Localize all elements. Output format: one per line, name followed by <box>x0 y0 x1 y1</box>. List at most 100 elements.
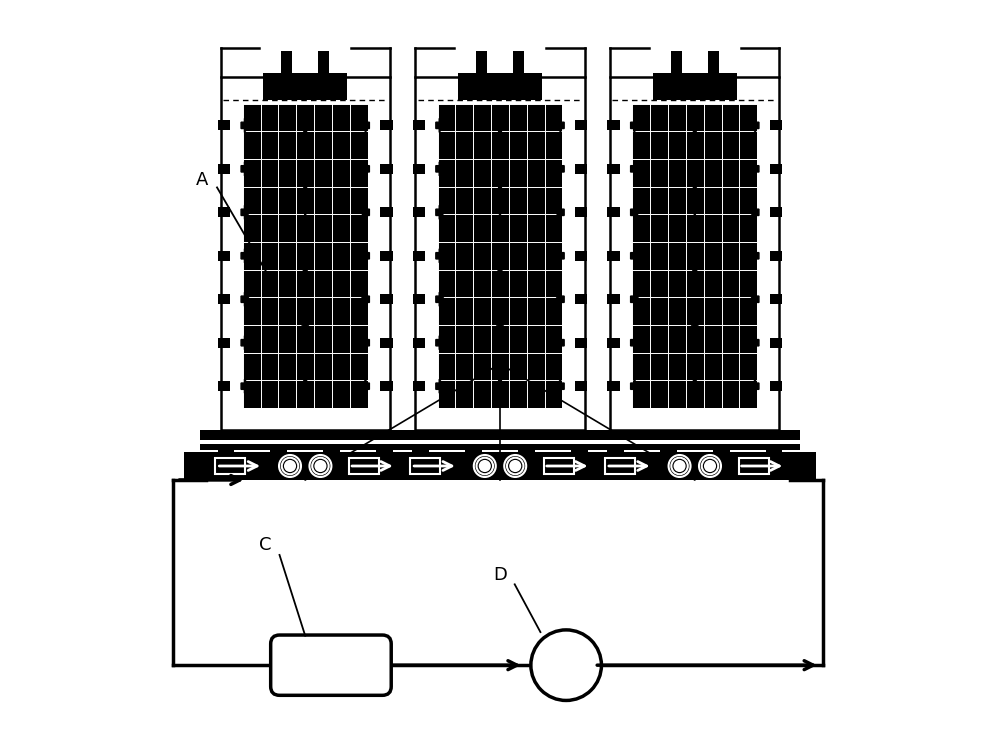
Bar <box>413 294 425 304</box>
Bar <box>410 459 440 473</box>
Circle shape <box>669 455 691 477</box>
FancyArrow shape <box>556 379 564 393</box>
Bar <box>770 381 782 391</box>
Bar <box>544 459 574 473</box>
Bar <box>571 451 588 458</box>
FancyArrow shape <box>631 248 639 263</box>
Bar <box>770 121 782 130</box>
Circle shape <box>531 630 601 700</box>
Circle shape <box>479 460 491 472</box>
FancyArrow shape <box>241 379 250 393</box>
Bar <box>607 451 624 458</box>
Text: A: A <box>196 171 209 189</box>
FancyArrow shape <box>631 293 639 306</box>
Bar <box>770 338 782 348</box>
Bar <box>394 430 606 440</box>
FancyArrow shape <box>241 205 250 219</box>
Bar <box>589 430 800 440</box>
Bar <box>380 381 393 391</box>
Bar <box>215 459 245 473</box>
Bar <box>200 430 411 440</box>
Bar <box>380 338 393 348</box>
FancyArrow shape <box>631 379 639 393</box>
FancyArrow shape <box>497 125 503 155</box>
Bar <box>218 294 230 304</box>
Bar <box>575 381 587 391</box>
Circle shape <box>477 458 493 474</box>
FancyArrow shape <box>241 248 250 263</box>
Circle shape <box>671 458 688 474</box>
Text: B: B <box>494 382 506 400</box>
Bar <box>413 381 425 391</box>
Circle shape <box>504 455 526 477</box>
FancyArrow shape <box>556 293 564 306</box>
Bar <box>218 251 230 261</box>
Bar <box>607 164 620 173</box>
Bar <box>412 451 429 458</box>
FancyArrow shape <box>556 162 564 176</box>
Bar <box>394 444 606 451</box>
Bar <box>607 338 620 348</box>
Bar <box>458 74 542 100</box>
Bar <box>380 251 393 261</box>
Bar <box>218 451 234 458</box>
FancyArrow shape <box>241 336 250 350</box>
FancyArrow shape <box>750 162 759 176</box>
FancyArrow shape <box>241 118 250 132</box>
FancyArrow shape <box>750 248 759 263</box>
Bar <box>221 77 390 430</box>
FancyArrow shape <box>436 205 444 219</box>
Circle shape <box>474 455 496 477</box>
Bar <box>575 294 587 304</box>
FancyArrow shape <box>631 118 639 132</box>
Bar <box>671 51 682 77</box>
Bar <box>770 207 782 218</box>
Circle shape <box>704 460 716 472</box>
FancyArrow shape <box>302 307 309 338</box>
Bar <box>575 338 587 348</box>
Bar <box>607 121 620 130</box>
FancyArrow shape <box>436 248 444 263</box>
Bar <box>575 121 587 130</box>
Circle shape <box>702 458 718 474</box>
Text: C: C <box>259 537 271 554</box>
Circle shape <box>699 455 721 477</box>
Bar <box>184 452 816 480</box>
Bar <box>607 381 620 391</box>
Bar <box>281 51 292 77</box>
Bar <box>323 451 340 458</box>
Circle shape <box>509 460 521 472</box>
FancyArrow shape <box>631 336 639 350</box>
Bar <box>708 51 719 77</box>
Bar <box>713 451 730 458</box>
Bar <box>218 207 230 218</box>
FancyArrow shape <box>556 205 564 219</box>
FancyArrow shape <box>691 186 698 216</box>
Bar <box>218 121 230 130</box>
Bar <box>200 444 411 451</box>
Circle shape <box>312 458 329 474</box>
FancyArrow shape <box>556 248 564 263</box>
FancyArrow shape <box>436 293 444 306</box>
Bar <box>413 207 425 218</box>
FancyArrow shape <box>361 205 369 219</box>
FancyArrow shape <box>302 125 309 155</box>
Bar <box>770 251 782 261</box>
Bar <box>380 121 393 130</box>
Bar <box>513 51 524 77</box>
Bar <box>766 451 782 458</box>
Bar <box>380 164 393 173</box>
FancyArrow shape <box>750 293 759 306</box>
Bar <box>607 207 620 218</box>
FancyArrow shape <box>361 162 369 176</box>
FancyArrow shape <box>302 186 309 216</box>
Bar <box>380 207 393 218</box>
Bar <box>632 104 757 408</box>
Circle shape <box>674 460 686 472</box>
Bar <box>218 338 230 348</box>
FancyArrow shape <box>361 293 369 306</box>
Bar <box>465 451 482 458</box>
Bar <box>438 104 562 408</box>
Bar <box>413 121 425 130</box>
Bar <box>413 164 425 173</box>
